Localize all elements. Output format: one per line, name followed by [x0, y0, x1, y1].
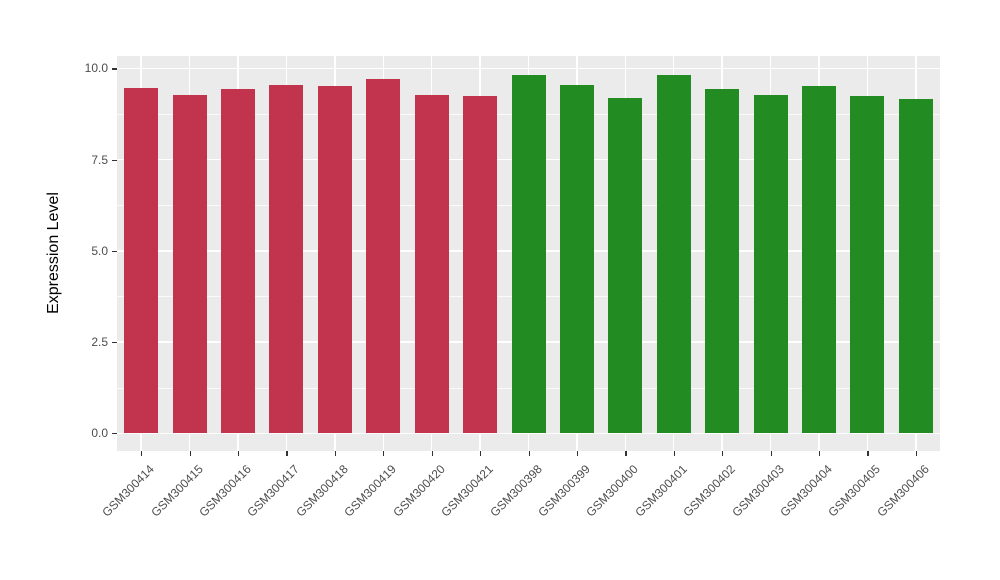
- bar-GSM300399: [559, 84, 594, 434]
- y-tick-label: 7.5: [91, 152, 108, 167]
- y-tick-label: 0.0: [91, 426, 108, 441]
- x-axis-tick: [141, 451, 143, 456]
- y-axis-tick: [112, 250, 117, 253]
- y-axis-tick: [112, 68, 117, 70]
- x-tick-label: GSM300402: [680, 462, 739, 520]
- bar-GSM300415: [172, 95, 207, 434]
- bar-GSM300420: [414, 95, 449, 434]
- x-axis-tick: [576, 451, 579, 456]
- x-axis-tick: [238, 451, 240, 456]
- x-tick-label: GSM300403: [728, 462, 787, 520]
- bar-GSM300400: [608, 97, 643, 434]
- x-tick-label: GSM300398: [486, 462, 545, 520]
- bar-GSM300417: [269, 85, 304, 434]
- bar-GSM300405: [850, 96, 885, 434]
- y-axis-tick: [112, 433, 117, 435]
- x-tick-label: GSM300419: [341, 462, 400, 520]
- x-tick-label: GSM300415: [147, 462, 206, 520]
- bar-GSM300414: [124, 88, 159, 434]
- x-axis-tick: [383, 451, 385, 456]
- y-axis-tick: [112, 159, 117, 161]
- x-tick-label: GSM300401: [632, 462, 690, 520]
- x-tick-label: GSM300421: [438, 462, 496, 520]
- bar-GSM300421: [463, 95, 498, 434]
- x-tick-label: GSM300418: [293, 462, 351, 520]
- plot-panel: [117, 56, 940, 451]
- bar-GSM300402: [705, 88, 740, 434]
- bar-GSM300401: [656, 74, 691, 434]
- y-axis-tick: [112, 342, 117, 344]
- x-axis-tick: [189, 451, 191, 456]
- x-tick-label: GSM300399: [535, 462, 593, 520]
- bar-GSM300416: [221, 88, 256, 434]
- x-axis-tick: [480, 451, 482, 456]
- x-axis-tick: [528, 451, 530, 456]
- x-axis-tick: [722, 451, 724, 456]
- bar-GSM300419: [366, 79, 401, 434]
- bar-GSM300403: [753, 94, 788, 434]
- x-axis-tick: [625, 451, 627, 456]
- x-axis-tick: [334, 451, 337, 456]
- bar-GSM300418: [317, 85, 352, 434]
- y-tick-label: 2.5: [91, 335, 108, 350]
- bar-GSM300404: [801, 85, 836, 434]
- x-tick-label: GSM300405: [825, 462, 884, 520]
- y-tick-label: 10.0: [84, 61, 108, 76]
- x-axis-tick: [818, 451, 821, 456]
- x-tick-label: GSM300400: [583, 462, 642, 520]
- bar-GSM300406: [898, 98, 933, 434]
- x-axis-tick: [867, 451, 869, 456]
- x-axis-tick: [431, 451, 433, 456]
- x-axis-tick: [770, 451, 772, 456]
- y-tick-label: 5.0: [91, 243, 108, 258]
- x-tick-label: GSM300417: [244, 462, 303, 520]
- x-tick-label: GSM300406: [874, 462, 932, 520]
- x-tick-label: GSM300416: [196, 462, 254, 520]
- bar-GSM300398: [511, 74, 546, 434]
- x-tick-label: GSM300414: [99, 462, 158, 520]
- x-axis-tick: [673, 451, 675, 456]
- x-tick-label: GSM300420: [390, 462, 448, 520]
- x-axis-tick: [286, 451, 288, 456]
- x-axis-tick: [915, 451, 917, 456]
- x-tick-label: GSM300404: [777, 462, 835, 520]
